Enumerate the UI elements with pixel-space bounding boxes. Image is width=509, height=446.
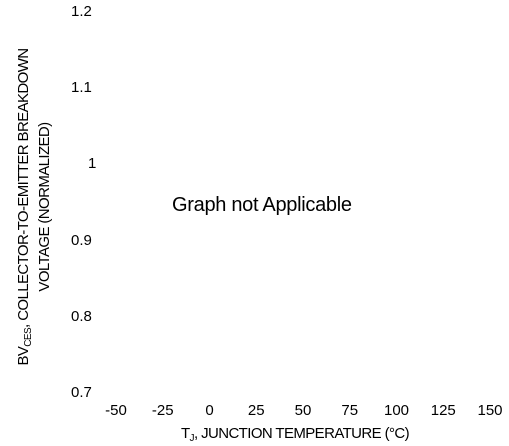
x-tick-label: 75 [341, 402, 359, 419]
x-axis-label: TJ, JUNCTION TEMPERATURE (°C) [140, 425, 450, 444]
x-axis-label-main: T [180, 425, 190, 442]
y-axis-label-line1: BVCES, COLLECTOR-TO-EMITTER BREAKDOWN [14, 48, 35, 365]
y-axis-label-rest: , COLLECTOR-TO-EMITTER BREAKDOWN [15, 48, 32, 328]
y-axis-label-subscript: CES [23, 327, 34, 347]
x-tick-label: 25 [247, 402, 265, 419]
x-axis-label-subscript: J [189, 433, 195, 444]
y-tick-label: 0.8 [71, 307, 92, 325]
x-tick-label: 50 [294, 402, 312, 419]
y-tick-label: 1.1 [71, 79, 92, 97]
x-tick-label: 150 [477, 402, 503, 419]
y-tick-label: 1.2 [71, 3, 92, 20]
y-tick-label: 0.9 [71, 231, 92, 249]
x-tick-label: -50 [105, 402, 127, 419]
y-axis-label: BVCES, COLLECTOR-TO-EMITTER BREAKDOWN VO… [4, 0, 64, 414]
y-tick-label: 1 [88, 155, 97, 173]
x-tick-label: 0 [205, 402, 214, 419]
y-tick-label: 0.7 [71, 384, 92, 401]
chart-annotation: Graph not Applicable [172, 194, 352, 216]
x-axis-label-rest: , JUNCTION TEMPERATURE (°C) [193, 425, 410, 442]
x-tick-label: 125 [430, 402, 456, 419]
x-tick-label: -25 [151, 402, 174, 419]
x-tick-label: 100 [383, 402, 410, 419]
y-axis-label-line2: VOLTAGE (NORMALIZED) [36, 122, 53, 292]
y-axis-label-main: BV [15, 346, 32, 366]
